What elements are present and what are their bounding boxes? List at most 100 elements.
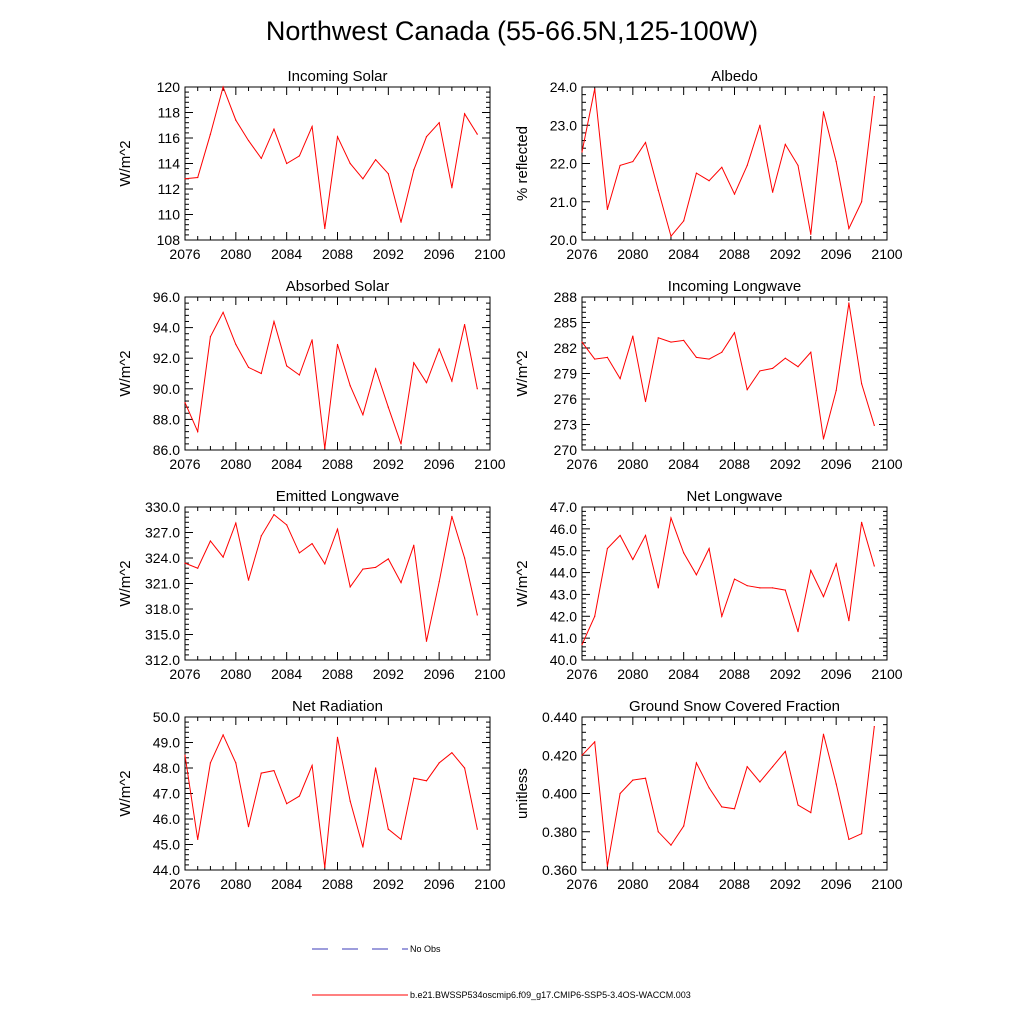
data-point — [619, 792, 621, 795]
data-point — [581, 754, 583, 756]
panel-net-longwave: 2076 2080 2084 2088 2092 2096 2100 40.0 41.0 42.0… — [514, 488, 903, 682]
data-point — [197, 176, 199, 179]
y-tick-label: 41.0 — [550, 630, 577, 646]
y-tick-label: 118 — [158, 105, 181, 121]
data-point — [594, 615, 596, 617]
y-axis-label: unitless — [514, 768, 531, 819]
data-point — [476, 388, 478, 390]
data-point — [746, 585, 748, 587]
y-axis-label: W/m^2 — [117, 140, 134, 186]
x-tick-label: 2088 — [322, 876, 353, 892]
x-tick-label: 2100 — [871, 876, 902, 892]
series-line-albedo — [581, 88, 875, 238]
panel-title: Incoming Longwave — [668, 278, 801, 295]
x-tick-label: 2080 — [617, 456, 648, 472]
x-tick-label: 2100 — [871, 456, 902, 472]
data-point — [606, 356, 609, 358]
figure-title: Northwest Canada (55-66.5N,125-100W) — [266, 16, 758, 46]
data-point — [311, 542, 313, 545]
data-point — [451, 752, 453, 754]
data-point — [721, 806, 723, 808]
data-point — [425, 382, 428, 384]
data-point — [476, 828, 478, 830]
data-point — [349, 800, 351, 802]
y-tick-label: 330.0 — [145, 499, 180, 515]
data-point — [438, 581, 440, 583]
x-tick-label: 2096 — [424, 246, 455, 262]
y-tick-label: 120 — [157, 79, 181, 95]
series-line-incoming-longwave — [581, 302, 875, 440]
x-tick-label: 2096 — [424, 666, 455, 682]
legend-obs-label: No Obs — [410, 944, 441, 954]
y-tick-label: 43.0 — [550, 586, 577, 602]
data-point — [632, 779, 634, 781]
data-point — [247, 579, 250, 581]
x-tick-label: 2080 — [617, 876, 648, 892]
data-point — [695, 574, 697, 576]
panel-ground-snow-covered-fraction: 2076 2080 2084 2088 2092 2096 2100 0.360 0.380 0.… — [514, 698, 903, 892]
data-point — [746, 164, 748, 167]
data-point — [273, 514, 275, 516]
data-point — [784, 357, 786, 359]
y-tick-label: 88.0 — [153, 411, 180, 427]
panel-title: Net Longwave — [687, 488, 783, 505]
data-point — [657, 831, 659, 833]
panel-title: Absorbed Solar — [286, 278, 389, 295]
data-point — [695, 762, 697, 764]
data-point — [413, 544, 415, 546]
plot-frame — [581, 506, 888, 661]
y-axis-label: W/m^2 — [514, 560, 531, 606]
y-tick-label: 114 — [158, 156, 181, 172]
x-tick-label: 2076 — [566, 246, 597, 262]
data-point — [400, 443, 402, 445]
data-point — [644, 400, 647, 403]
data-point — [273, 320, 275, 323]
x-tick-label: 2100 — [474, 876, 505, 892]
data-point — [670, 341, 672, 343]
data-point — [759, 781, 761, 783]
x-tick-label: 2084 — [271, 246, 302, 262]
data-point — [670, 235, 672, 237]
y-tick-label: 108 — [157, 232, 181, 248]
y-tick-label: 327.0 — [145, 525, 180, 541]
data-point — [772, 766, 774, 768]
data-point — [848, 227, 850, 230]
data-point — [387, 406, 389, 408]
panel-title: Net Radiation — [292, 698, 383, 715]
data-point — [209, 336, 212, 338]
data-point — [387, 173, 389, 175]
panel-incoming-longwave: 2076 2080 2084 2088 2092 2096 2100 270 273 276 279… — [514, 278, 903, 472]
data-point — [619, 164, 621, 167]
data-point — [797, 630, 799, 633]
series-line-emitted-longwave — [184, 513, 478, 642]
data-point — [286, 162, 288, 165]
data-point — [822, 111, 825, 113]
y-tick-label: 86.0 — [153, 442, 180, 458]
data-point — [362, 414, 364, 416]
data-point — [298, 552, 300, 554]
data-point — [721, 615, 723, 617]
data-point — [759, 587, 761, 589]
data-point — [644, 141, 647, 144]
data-point — [298, 374, 300, 376]
x-tick-label: 2092 — [373, 666, 404, 682]
y-axis-label: W/m^2 — [117, 350, 134, 396]
x-tick-label: 2088 — [719, 876, 750, 892]
data-point — [772, 367, 774, 369]
y-tick-label: 282 — [554, 340, 578, 356]
y-tick-label: 0.440 — [542, 709, 577, 725]
data-point — [298, 795, 300, 797]
data-point — [222, 734, 224, 736]
data-point — [463, 113, 466, 115]
y-tick-label: 47.0 — [550, 499, 577, 515]
x-tick-label: 2088 — [719, 246, 750, 262]
data-point — [222, 311, 224, 313]
x-tick-label: 2096 — [821, 456, 852, 472]
x-tick-label: 2076 — [566, 456, 597, 472]
y-tick-label: 288 — [554, 289, 578, 305]
data-point — [581, 644, 583, 646]
data-point — [235, 762, 237, 764]
data-point — [657, 587, 659, 589]
series-line-incoming-solar — [184, 85, 478, 229]
data-point — [784, 589, 786, 591]
